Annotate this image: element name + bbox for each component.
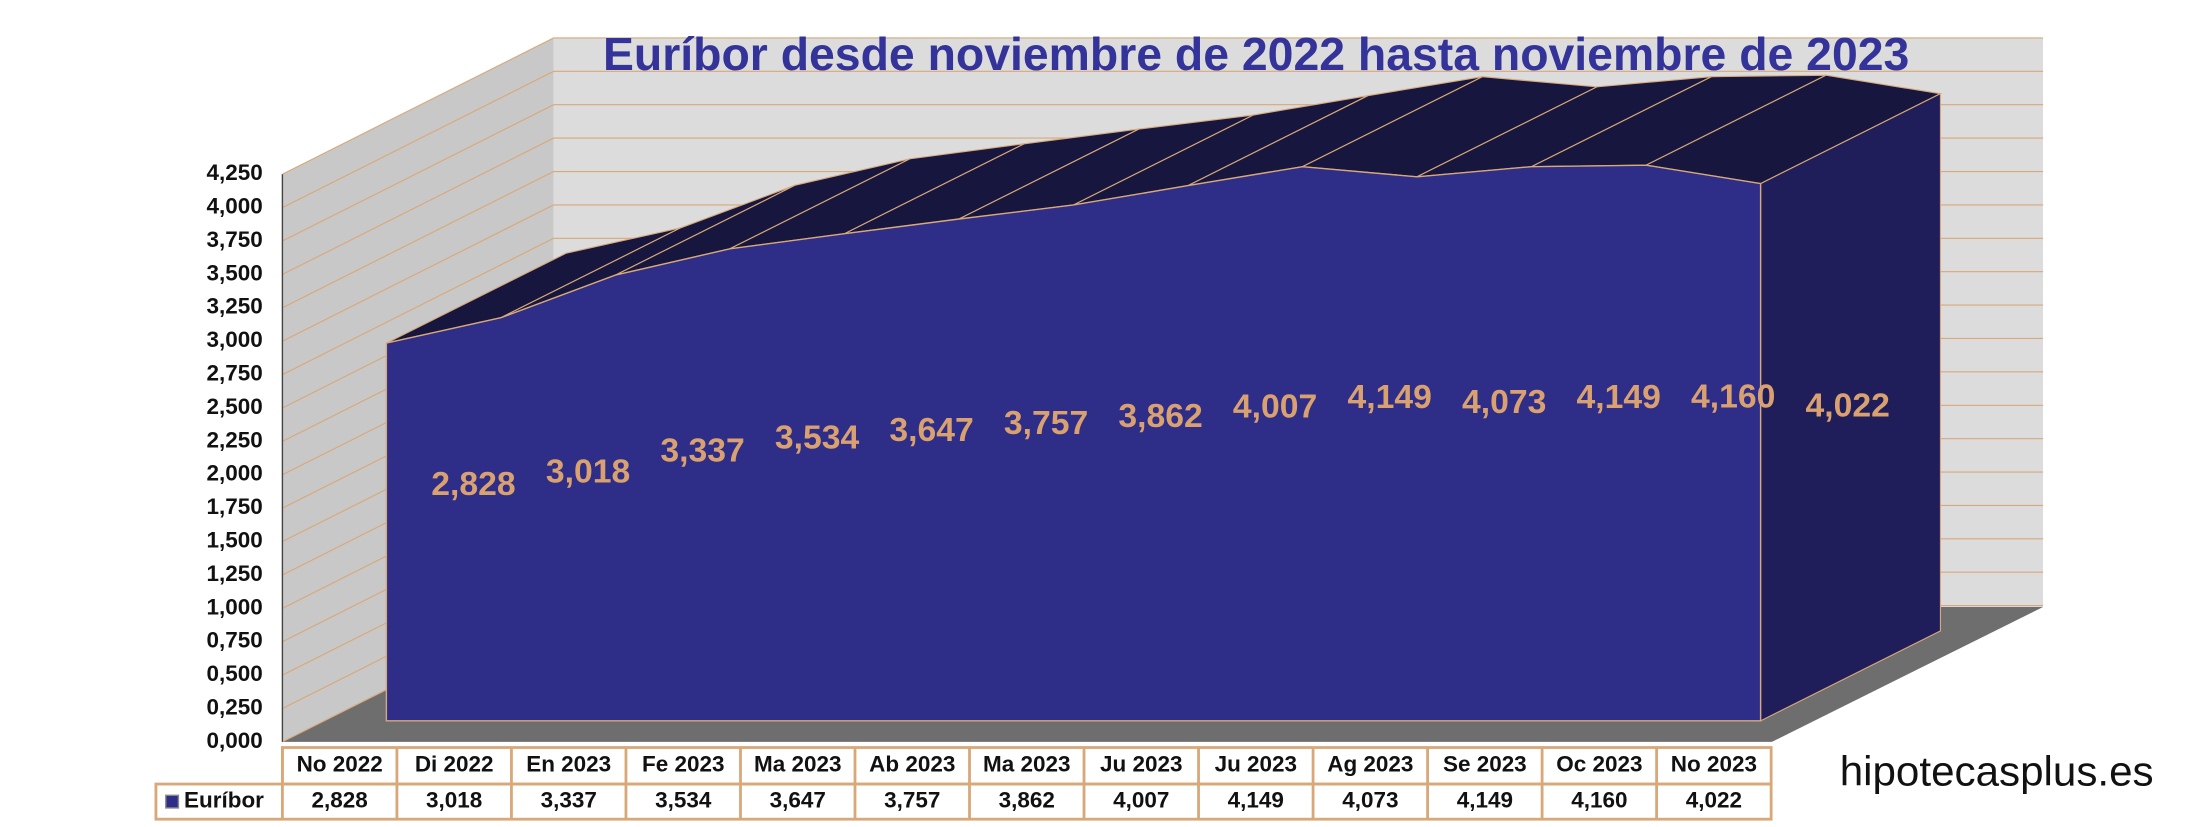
y-tick-label: 0,750 [206,628,262,653]
x-tick-label: No 2023 [1671,752,1757,777]
table-value: 3,337 [541,788,597,813]
data-label: 3,018 [546,453,630,491]
y-tick-label: 0,500 [206,661,262,686]
data-label: 3,862 [1118,397,1202,435]
data-label: 4,007 [1233,387,1317,425]
table-value: 4,160 [1571,788,1627,813]
y-tick-label: 1,250 [206,561,262,586]
y-tick-label: 4,250 [206,160,262,185]
table-value: 3,534 [655,788,712,813]
x-tick-label: Ag 2023 [1327,752,1413,777]
x-tick-label: Ju 2023 [1215,752,1297,777]
y-tick-label: 3,750 [206,227,262,252]
x-tick-label: Ab 2023 [869,752,955,777]
table-value: 4,007 [1113,788,1169,813]
y-tick-label: 4,000 [206,194,262,219]
data-label: 4,073 [1462,383,1546,421]
y-tick-label: 2,250 [206,427,262,452]
x-tick-label: Ju 2023 [1100,752,1182,777]
y-tick-label: 1,500 [206,527,262,552]
x-tick-label: No 2022 [297,752,383,777]
data-label: 3,647 [889,411,973,449]
data-label: 4,149 [1347,378,1431,416]
y-tick-label: 1,000 [206,594,262,619]
y-tick-label: 2,750 [206,361,262,386]
table-value: 3,647 [770,788,826,813]
legend-swatch [165,794,180,809]
x-tick-label: En 2023 [526,752,611,777]
y-tick-label: 3,500 [206,260,262,285]
grid-line [282,37,2044,175]
data-label: 3,534 [775,419,860,457]
y-tick-label: 0,250 [206,694,262,719]
x-tick-label: Fe 2023 [642,752,724,777]
chart-title: Euríbor desde noviembre de 2022 hasta no… [603,28,1909,80]
table-value: 3,757 [884,788,940,813]
x-tick-label: Ma 2023 [754,752,841,777]
table-value: 3,862 [999,788,1055,813]
x-tick-label: Se 2023 [1443,752,1527,777]
table-value: 4,149 [1228,788,1284,813]
y-tick-label: 0,000 [206,728,262,753]
table-value: 3,018 [426,788,482,813]
grid-line [282,70,2044,209]
data-label: 3,337 [660,431,744,469]
table-value: 4,149 [1457,788,1513,813]
x-tick-label: Oc 2023 [1556,752,1642,777]
data-label: 3,757 [1004,404,1088,442]
data-label: 4,160 [1691,377,1775,415]
y-tick-label: 3,250 [206,294,262,319]
data-label: 4,149 [1576,378,1660,416]
data-label: 2,828 [431,465,515,503]
x-tick-label: Di 2022 [415,752,494,777]
table-value: 4,073 [1342,788,1398,813]
table-value: 2,828 [312,788,368,813]
y-tick-label: 3,000 [206,327,262,352]
y-tick-label: 1,750 [206,494,262,519]
watermark: hipotecasplus.es [1840,747,2154,794]
x-tick-label: Ma 2023 [983,752,1070,777]
y-tick-label: 2,500 [206,394,262,419]
area [385,164,1762,722]
data-label: 4,022 [1806,386,1890,424]
table-value: 4,022 [1686,788,1742,813]
y-tick-label: 2,000 [206,461,262,486]
legend-label: Euríbor [184,788,264,813]
